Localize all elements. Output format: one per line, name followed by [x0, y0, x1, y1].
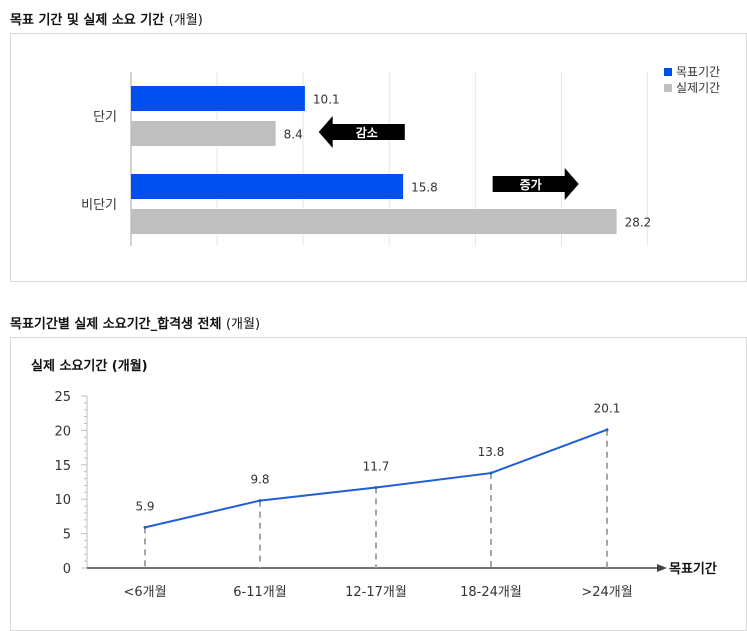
chart1-title-text: 목표 기간 및 실제 소요 기간	[10, 13, 165, 28]
chart2-data-point	[489, 471, 493, 475]
chart1-legend-swatch	[664, 68, 672, 76]
chart2-x-tick-label: >24개월	[581, 585, 632, 600]
chart2-y-tick-label: 20	[54, 424, 71, 439]
chart1-title: 목표 기간 및 실제 소요 기간 (개월)	[10, 9, 203, 28]
chart2-x-axis-label: 목표기간	[669, 561, 717, 577]
chart2-x-axis-arrowhead	[657, 564, 667, 572]
chart1-data-label: 28.2	[625, 216, 652, 230]
chart1-annotation-arrow	[492, 168, 579, 200]
chart1-bar	[131, 174, 404, 199]
chart2-y-tick-label: 0	[63, 562, 71, 577]
chart2-svg: 실제 소요기간 (개월) 0 5 10 15 20 25 목표기간 5.9 9.8 11.7 13.8…	[31, 358, 717, 600]
chart1-category-label: 비단기	[81, 198, 117, 213]
chart2-y-tick-label: 10	[54, 493, 71, 508]
chart2-data-label: 9.8	[250, 473, 269, 487]
chart1-annotation-label: 감소	[356, 125, 378, 140]
chart1-bar	[131, 86, 305, 111]
chart2-y-axis-label: 실제 소요기간 (개월)	[31, 358, 148, 374]
chart2-data-label: 11.7	[363, 460, 390, 474]
chart1-category-label: 단기	[93, 110, 117, 125]
chart2-y-tick-label: 5	[63, 528, 71, 543]
chart1-title-unit: (개월)	[168, 13, 203, 28]
chart2-x-tick-label: 12-17개월	[345, 585, 407, 600]
chart1-legend-label: 실제기간	[676, 81, 720, 95]
chart2-data-point	[605, 428, 609, 432]
chart2-data-label: 5.9	[135, 499, 154, 513]
chart1-annotation-label: 증가	[520, 177, 542, 192]
chart1-data-label: 15.8	[411, 181, 438, 195]
chart1-legend-label: 목표기간	[676, 65, 720, 79]
chart1-bar	[131, 121, 276, 146]
chart2-data-point	[374, 486, 378, 490]
chart2-data-label: 13.8	[478, 445, 505, 459]
chart2-panel: 실제 소요기간 (개월) 0 5 10 15 20 25 목표기간 5.9 9.8 11.7 13.8…	[10, 337, 747, 631]
chart2-x-tick-label: 6-11개월	[233, 585, 286, 600]
chart2-x-tick-label: <6개월	[123, 585, 166, 600]
chart2-data-point	[143, 525, 147, 529]
chart2-data-label: 20.1	[594, 402, 621, 416]
chart2-x-tick-label: 18-24개월	[460, 585, 522, 600]
chart1-data-label: 10.1	[313, 93, 340, 107]
chart1-annotation-arrow	[318, 116, 405, 148]
chart2-title-unit: (개월)	[225, 317, 261, 332]
chart1-data-label: 8.4	[284, 128, 303, 142]
chart2-data-point	[258, 499, 262, 503]
chart2-title: 목표기간별 실제 소요기간_합격생 전체 (개월)	[10, 313, 260, 332]
chart1-bar	[131, 209, 617, 234]
chart1-legend-swatch	[664, 84, 672, 92]
chart2-title-text: 목표기간별 실제 소요기간_합격생 전체	[10, 317, 222, 332]
chart2-y-tick-label: 15	[54, 459, 71, 474]
chart2-y-tick-label: 25	[54, 390, 71, 405]
